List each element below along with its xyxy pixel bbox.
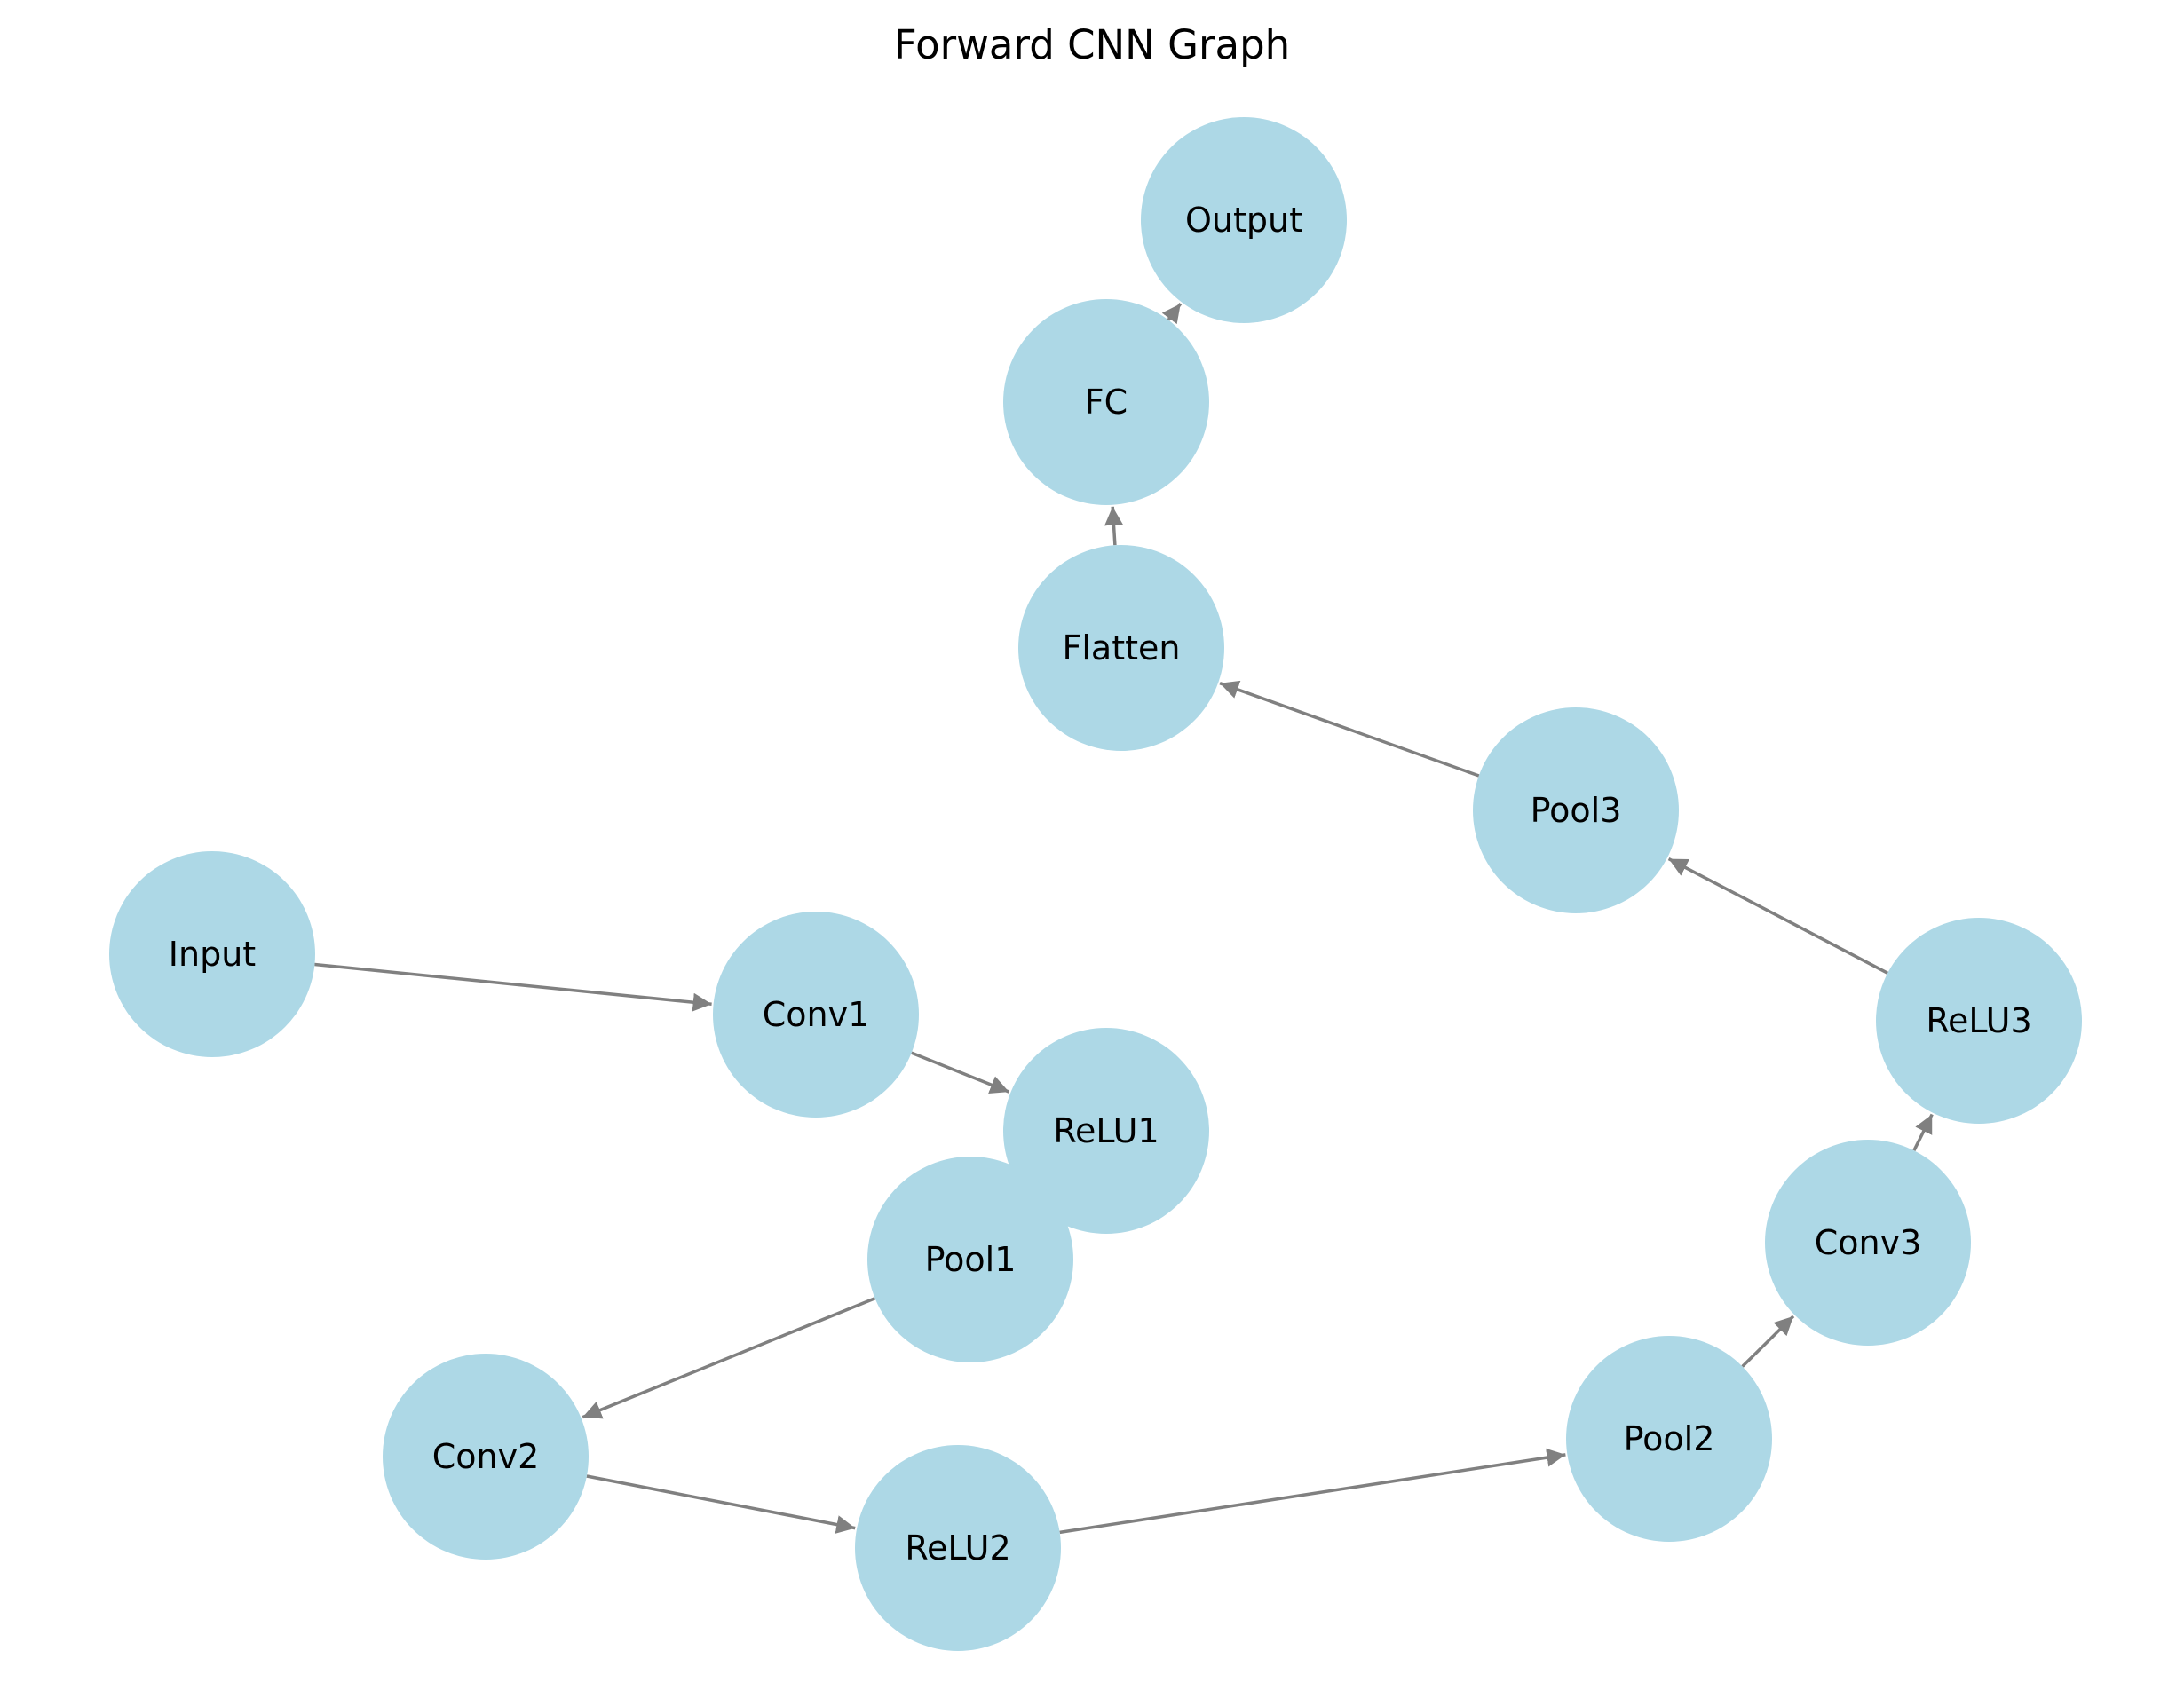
edge-fc-to-output [1161,303,1183,325]
edge-input-to-conv1 [314,962,712,1012]
node-circle-fc [1003,299,1209,505]
node-flatten: Flatten [1018,545,1224,751]
node-relu2: ReLU2 [855,1445,1061,1651]
edge-pool2-to-conv3 [1741,1315,1795,1368]
node-label-flatten: Flatten [1063,628,1181,667]
node-label-pool1: Pool1 [925,1240,1017,1279]
node-label-pool3: Pool3 [1531,791,1622,830]
node-label-conv1: Conv1 [763,995,870,1034]
node-circle-pool1 [867,1157,1073,1362]
node-circle-flatten [1018,545,1224,751]
edge-conv1-to-relu1 [911,1051,1010,1094]
node-pool3: Pool3 [1473,707,1679,913]
node-circle-relu3 [1876,918,2082,1124]
node-circle-conv3 [1765,1140,1971,1346]
node-relu3: ReLU3 [1876,918,2082,1124]
node-circle-relu1 [1003,1028,1209,1234]
node-output: Output [1141,117,1347,323]
node-label-relu2: ReLU2 [905,1528,1010,1568]
node-conv3: Conv3 [1765,1140,1971,1346]
node-label-fc: FC [1085,383,1128,422]
node-circle-conv1 [713,912,919,1118]
edge-pool3-to-flatten [1219,680,1480,778]
diagram-title: Forward CNN Graph [894,21,1290,68]
node-label-input: Input [169,935,256,974]
edge-conv2-to-relu2 [586,1474,856,1534]
node-label-pool2: Pool2 [1624,1419,1715,1458]
node-pool1: Pool1 [867,1157,1073,1362]
edge-layer [314,303,1934,1535]
edge-conv3-to-relu3 [1912,1113,1934,1151]
edge-flatten-to-fc [1104,506,1123,546]
node-label-relu3: ReLU3 [1926,1001,2031,1040]
node-circle-output [1141,117,1347,323]
node-circle-input [109,851,315,1057]
node-relu1: ReLU1 [1003,1028,1209,1234]
node-label-output: Output [1185,201,1302,240]
node-circle-relu2 [855,1445,1061,1651]
node-layer: Input Conv1 ReLU1 Pool1 Conv2 ReLU2 Pool2 Conv3… [109,117,2082,1651]
node-fc: FC [1003,299,1209,505]
node-conv2: Conv2 [383,1354,589,1560]
edge-pool1-to-conv2 [582,1297,876,1419]
node-circle-conv2 [383,1354,589,1560]
edge-relu3-to-pool3 [1667,857,1889,975]
node-label-conv3: Conv3 [1815,1223,1922,1262]
node-label-relu1: ReLU1 [1053,1111,1159,1150]
node-circle-pool2 [1566,1336,1772,1542]
node-label-conv2: Conv2 [432,1437,540,1476]
edge-relu2-to-pool2 [1059,1448,1566,1535]
node-pool2: Pool2 [1566,1336,1772,1542]
node-input: Input [109,851,315,1057]
node-conv1: Conv1 [713,912,919,1118]
node-circle-pool3 [1473,707,1679,913]
